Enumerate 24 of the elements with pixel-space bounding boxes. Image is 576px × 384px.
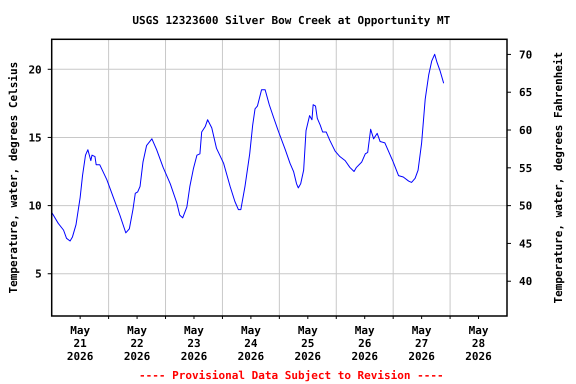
x-tick-label: May 27 2026 xyxy=(408,324,436,363)
y2-tick-label: 70 xyxy=(519,48,532,62)
y-axis-title: Temperature, water, degrees Celsius xyxy=(7,62,20,294)
y2-tick-label: 45 xyxy=(519,237,532,250)
x-tick-label: May 23 2026 xyxy=(180,324,208,363)
y2-axis-title: Temperature, water, degrees Fahrenheit xyxy=(552,52,565,304)
line-series xyxy=(51,54,444,242)
x-tick-label: May 22 2026 xyxy=(124,324,151,363)
y2-tick-label: 60 xyxy=(519,124,532,138)
x-tick-label: May 25 2026 xyxy=(294,324,322,363)
y-tick-label: 5 xyxy=(35,268,42,281)
y2-tick-label: 65 xyxy=(519,86,532,100)
y-tick-label: 20 xyxy=(28,63,42,76)
text: ---- Provisional Data Subject to Revision ---- xyxy=(139,369,444,382)
x-tick-label: May 21 2026 xyxy=(66,324,94,363)
y2-tick-label: 40 xyxy=(519,275,532,288)
y-tick-label: 10 xyxy=(28,200,42,213)
x-tick-label: May 28 2026 xyxy=(465,324,492,363)
y-tick-label: 15 xyxy=(28,131,42,144)
x-tick-label: May 26 2026 xyxy=(351,324,378,363)
y2-tick-label: 55 xyxy=(519,162,532,175)
x-tick-label: May 24 2026 xyxy=(238,324,265,363)
chart-title: USGS 12323600 Silver Bow Creek at Opportunity MT xyxy=(132,14,451,27)
y2-tick-label: 50 xyxy=(519,200,532,213)
